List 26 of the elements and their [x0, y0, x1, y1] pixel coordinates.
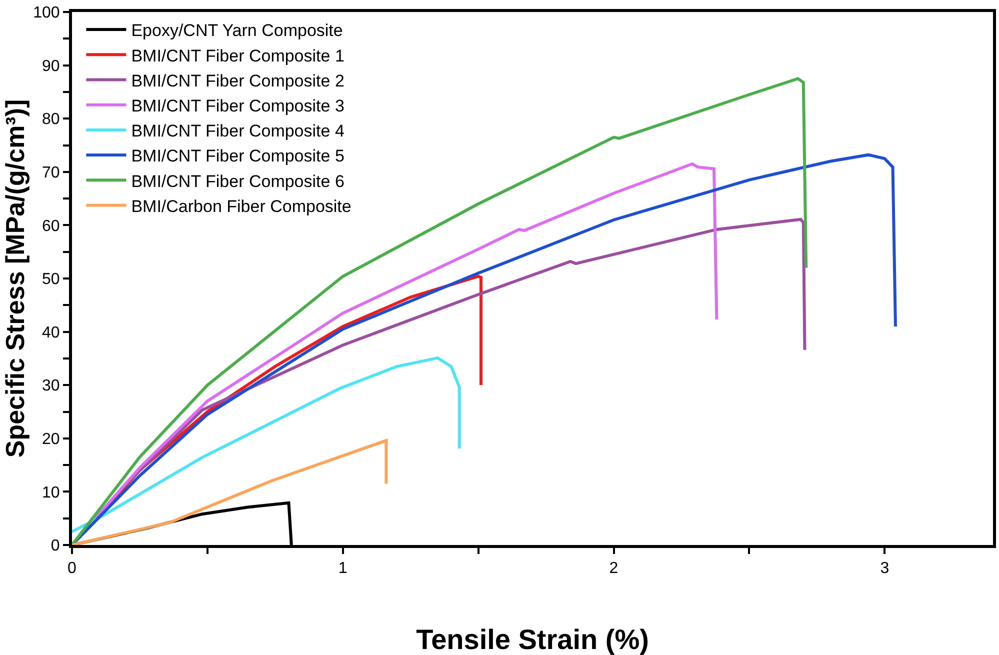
y-tick-label: 90	[42, 58, 60, 75]
y-tick-label: 40	[42, 324, 60, 342]
line-series	[72, 356, 461, 534]
x-tick-label: 3	[880, 560, 890, 578]
y-tick-label: 70	[42, 164, 60, 182]
legend-label: BMI/CNT Fiber Composite 2	[131, 71, 344, 90]
y-tick-label: 10	[42, 484, 60, 502]
y-tick-label: 20	[42, 431, 60, 448]
x-axis-title: Tensile Strain (%)	[416, 624, 649, 655]
y-tick-label: 30	[42, 378, 60, 395]
x-tick-label: 1	[338, 560, 348, 578]
legend-label: BMI/CNT Fiber Composite 4	[131, 122, 344, 141]
y-tick-label: 60	[42, 218, 60, 235]
legend-label: BMI/CNT Fiber Composite 6	[131, 172, 344, 191]
legend-label: BMI/CNT Fiber Composite 5	[131, 146, 344, 166]
y-axis-title: Specific Stress [MPa/(g/cm³)]	[0, 99, 30, 458]
legend-label: Epoxy/CNT Yarn Composite	[131, 21, 343, 40]
legend-label: BMI/CNT Fiber Composite 3	[131, 96, 344, 116]
y-tick-label: 80	[42, 111, 60, 128]
y-tick-label: 100	[33, 4, 60, 22]
y-tick-label: 50	[42, 271, 60, 288]
x-tick-label: 2	[609, 560, 618, 578]
legend-label: BMI/CNT Fiber Composite 1	[131, 46, 344, 66]
legend-label: BMI/Carbon Fiber Composite	[131, 196, 352, 216]
y-tick-label: 0	[50, 538, 60, 555]
x-tick-label: 0	[68, 560, 77, 578]
